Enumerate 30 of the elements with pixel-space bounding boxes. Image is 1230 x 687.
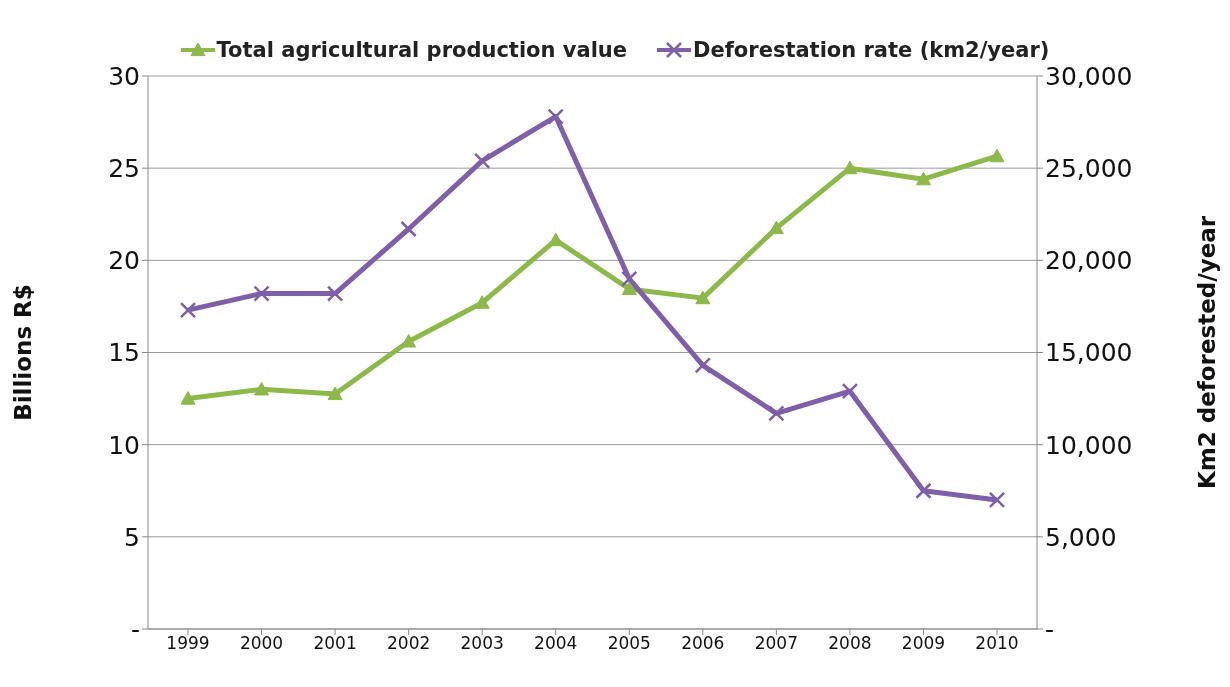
y2-tick-label: 5,000 <box>1045 522 1117 552</box>
x-tick-label: 2005 <box>607 633 651 654</box>
y2-tick-label: 20,000 <box>1045 246 1133 276</box>
legend-label: Deforestation rate (km2/year) <box>692 38 1050 62</box>
x-tick-label: 2002 <box>387 633 431 654</box>
x-tick-label: 2010 <box>975 633 1019 654</box>
y2-tick-label: 25,000 <box>1045 154 1133 184</box>
legend-label: Total agricultural production value <box>215 38 628 62</box>
y2-axis-title: Km2 deforested/year <box>1194 215 1221 490</box>
y2-tick-label: 10,000 <box>1045 430 1133 460</box>
y-tick-label: 25 <box>108 154 140 184</box>
x-tick-label: 2003 <box>460 633 504 654</box>
y2-tick-label: - <box>1045 614 1055 644</box>
y-tick-label: 15 <box>108 338 140 368</box>
y-tick-label: 30 <box>108 61 140 91</box>
y-tick-label: 20 <box>108 246 140 276</box>
x-tick-label: 2006 <box>681 633 725 654</box>
x-tick-label: 1999 <box>166 633 210 654</box>
x-tick-label: 2008 <box>828 633 872 654</box>
x-tick-label: 2009 <box>901 633 946 654</box>
y2-tick-label: 30,000 <box>1045 61 1133 91</box>
y-tick-label: - <box>130 614 140 644</box>
y-tick-label: 10 <box>108 430 140 460</box>
y2-tick-label: 15,000 <box>1045 338 1133 368</box>
x-tick-label: 2004 <box>534 633 578 654</box>
y-tick-label: 5 <box>124 522 140 552</box>
y-axis-title: Billions R$ <box>10 284 37 421</box>
x-tick-label: 2001 <box>313 633 357 654</box>
x-tick-label: 2007 <box>754 633 798 654</box>
x-tick-label: 2000 <box>239 633 284 654</box>
